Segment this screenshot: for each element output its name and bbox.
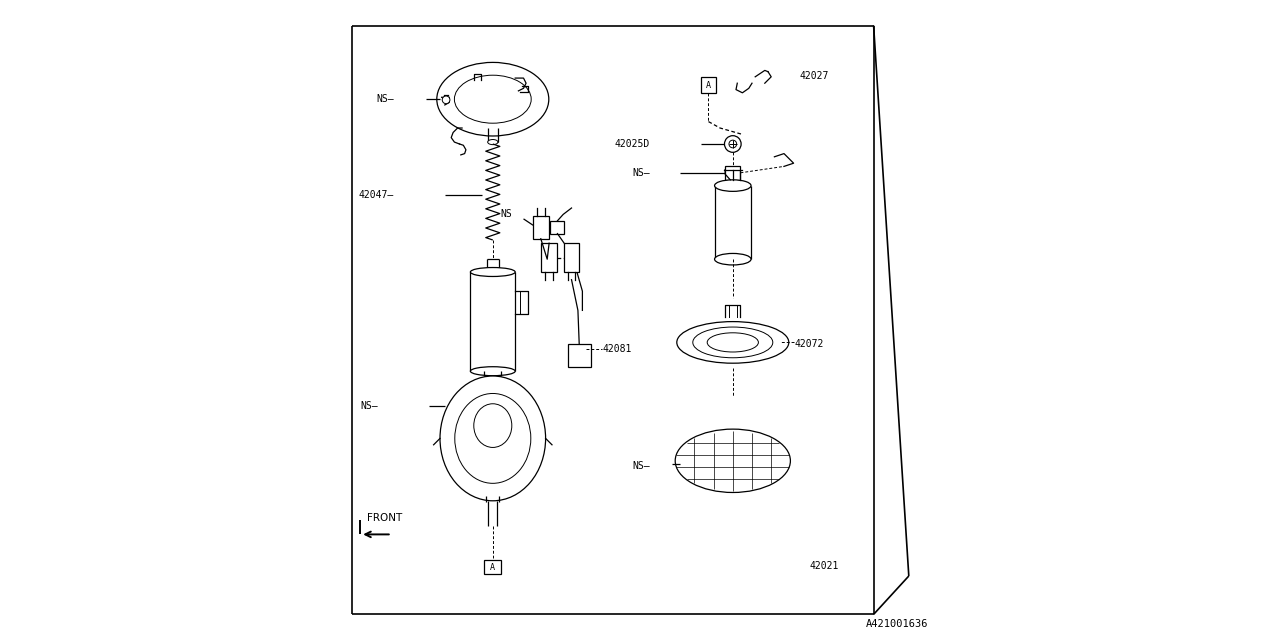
Bar xyxy=(541,243,557,272)
Text: NS—: NS— xyxy=(376,94,394,104)
Text: NS—: NS— xyxy=(632,461,650,471)
Ellipse shape xyxy=(471,268,516,276)
Text: A: A xyxy=(707,81,710,90)
Bar xyxy=(701,77,717,93)
Circle shape xyxy=(724,136,741,152)
Text: A: A xyxy=(490,563,495,572)
Ellipse shape xyxy=(692,327,773,358)
Ellipse shape xyxy=(707,333,759,352)
Text: FRONT: FRONT xyxy=(367,513,402,524)
Ellipse shape xyxy=(488,140,498,145)
Bar xyxy=(724,166,740,180)
Text: NS—: NS— xyxy=(632,168,650,178)
Text: NS: NS xyxy=(500,209,512,220)
Text: A421001636: A421001636 xyxy=(865,619,928,629)
Ellipse shape xyxy=(676,429,791,493)
Bar xyxy=(550,221,564,234)
Text: NS—: NS— xyxy=(360,401,378,412)
Ellipse shape xyxy=(714,253,751,265)
Circle shape xyxy=(730,140,737,148)
Ellipse shape xyxy=(714,180,751,191)
Text: 42027: 42027 xyxy=(800,70,829,81)
Bar xyxy=(534,216,549,239)
Text: 42047—: 42047— xyxy=(358,190,394,200)
Text: 42021: 42021 xyxy=(810,561,838,572)
Text: 42072: 42072 xyxy=(795,339,824,349)
Text: 42081: 42081 xyxy=(603,344,632,354)
Ellipse shape xyxy=(677,321,788,364)
Ellipse shape xyxy=(474,404,512,447)
Bar xyxy=(564,243,580,272)
Ellipse shape xyxy=(454,394,531,483)
Text: 42025D: 42025D xyxy=(614,139,650,149)
Circle shape xyxy=(443,96,451,104)
Ellipse shape xyxy=(454,76,531,124)
Bar xyxy=(568,344,591,367)
Ellipse shape xyxy=(440,376,545,500)
Bar xyxy=(485,561,502,575)
Ellipse shape xyxy=(471,367,516,376)
Ellipse shape xyxy=(436,63,549,136)
